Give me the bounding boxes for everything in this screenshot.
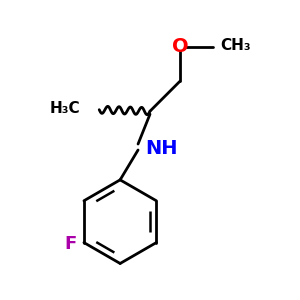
Text: F: F: [64, 235, 76, 253]
Text: CH₃: CH₃: [220, 38, 251, 53]
Text: NH: NH: [146, 139, 178, 158]
Text: O: O: [172, 38, 188, 56]
Text: H₃C: H₃C: [49, 101, 80, 116]
